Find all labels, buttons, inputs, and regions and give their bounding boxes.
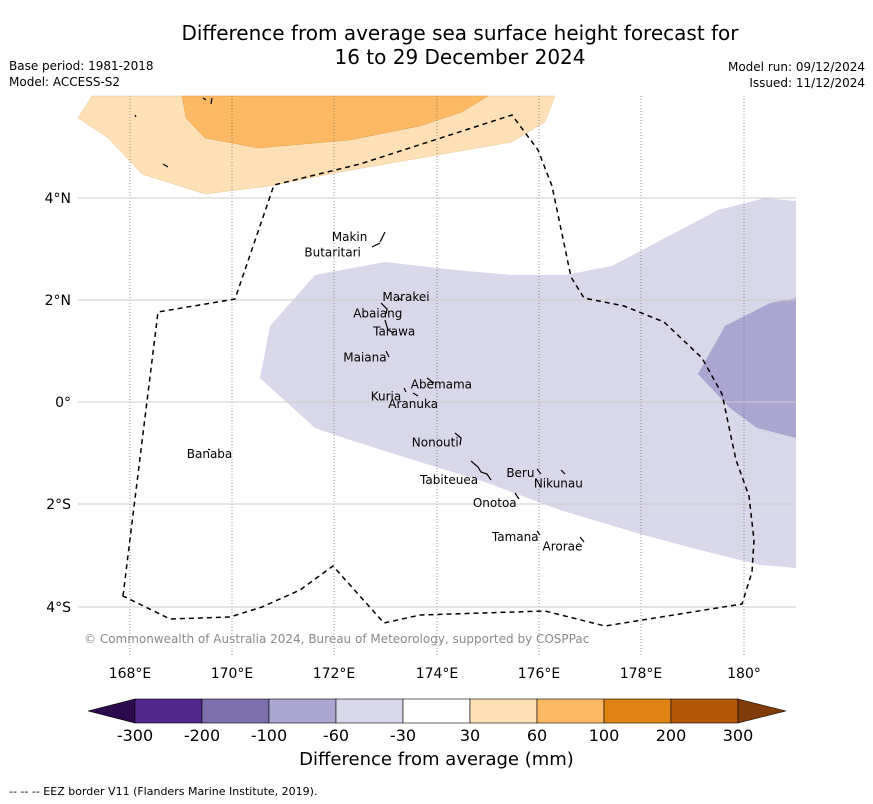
place-label: Beru — [506, 466, 534, 480]
colorbar-extend-low — [87, 698, 136, 724]
colorbar-extend-high — [737, 698, 787, 724]
colorbar-segment — [335, 698, 404, 724]
colorbar-segment — [134, 698, 203, 724]
lat-tick: 2°S — [46, 497, 71, 513]
meta-left: Base period: 1981-2018 Model: ACCESS-S2 — [9, 58, 154, 90]
colorbar-segment — [268, 698, 337, 724]
lat-grid-lines — [78, 197, 796, 608]
colorbar-segment — [469, 698, 538, 724]
colorbar-tick-label: 30 — [460, 726, 480, 745]
lat-tick-labels: 4°N 2°N 0° 2°S 4°S — [45, 191, 72, 616]
issued-date: Issued: 11/12/2024 — [749, 76, 865, 90]
lon-tick-labels: 168°E 170°E 172°E 174°E 176°E 178°E 180° — [109, 666, 761, 682]
colorbar-segment — [201, 698, 270, 724]
place-label: Butaritari — [304, 245, 361, 259]
colorbar-tick-label: 300 — [723, 726, 754, 745]
lon-tick: 180° — [727, 666, 761, 682]
colorbar-segment — [402, 698, 471, 724]
lon-tick: 168°E — [109, 666, 152, 682]
place-label: Tamana — [491, 530, 539, 544]
map-title: Difference from average sea surface heig… — [0, 21, 873, 69]
place-label: Banaba — [187, 447, 233, 461]
colorbar-tick-label: 200 — [656, 726, 687, 745]
eez-border — [122, 114, 755, 627]
place-label: Arorae — [543, 539, 583, 553]
place-label: Maiana — [343, 350, 386, 364]
title-line-2: 16 to 29 December 2024 — [334, 45, 586, 69]
colorbar-tick-label: -30 — [390, 726, 416, 745]
meta-right: Model run: 09/12/2024 Issued: 11/12/2024 — [728, 59, 865, 91]
lon-tick: 176°E — [518, 666, 561, 682]
base-period: Base period: 1981-2018 — [9, 59, 154, 73]
eez-footnote: -- -- -- EEZ border V11 (Flanders Marine… — [9, 785, 318, 798]
copyright-notice: © Commonwealth of Australia 2024, Bureau… — [84, 632, 590, 646]
lon-tick: 178°E — [620, 666, 663, 682]
colorbar-tick-label: -100 — [251, 726, 287, 745]
anomaly-fields — [77, 95, 796, 568]
islands — [134, 97, 585, 543]
place-label: Onotoa — [473, 496, 517, 510]
grid-lines — [129, 96, 745, 657]
colorbar-tick-label: 60 — [527, 726, 547, 745]
colorbar-tick-label: -60 — [323, 726, 349, 745]
model-run: Model run: 09/12/2024 — [727, 60, 865, 74]
colorbar-tick-label: -300 — [117, 726, 153, 745]
place-label: Nikunau — [534, 476, 583, 490]
place-label: Nonouti — [412, 435, 459, 449]
lat-tick: 4°N — [45, 191, 71, 207]
lon-tick: 170°E — [211, 666, 254, 682]
lat-tick: 2°N — [45, 293, 71, 309]
colorbar-tick-labels: -300 -200 -100 -60 -30 30 60 100 200 300 — [117, 726, 753, 745]
lat-tick: 0° — [55, 395, 71, 411]
place-label: Abaiang — [353, 306, 402, 320]
anomaly-60-100 — [181, 95, 489, 149]
place-label: Marakei — [382, 290, 429, 304]
colorbar — [87, 698, 787, 724]
place-label: Aranuka — [388, 397, 438, 411]
lat-tick: 4°S — [46, 600, 71, 616]
title-line-1: Difference from average sea surface heig… — [181, 21, 739, 45]
place-label: Abemama — [411, 378, 472, 392]
colorbar-segment — [603, 698, 672, 724]
place-label: Makin — [332, 230, 368, 244]
place-label: Tarawa — [372, 324, 415, 338]
lon-tick: 174°E — [416, 666, 459, 682]
colorbar-segment — [536, 698, 605, 724]
anomaly-minus60-minus100 — [698, 298, 796, 438]
colorbar-tick-label: 100 — [589, 726, 620, 745]
place-label: Kuria — [371, 389, 402, 403]
colorbar-segment — [670, 698, 739, 724]
anomaly-minus30-minus60 — [260, 198, 796, 568]
colorbar-tick-label: -200 — [184, 726, 220, 745]
lon-tick: 172°E — [313, 666, 356, 682]
model-name: Model: ACCESS-S2 — [9, 75, 121, 89]
place-label: Tabiteuea — [419, 473, 478, 487]
colorbar-title: Difference from average (mm) — [299, 749, 574, 770]
